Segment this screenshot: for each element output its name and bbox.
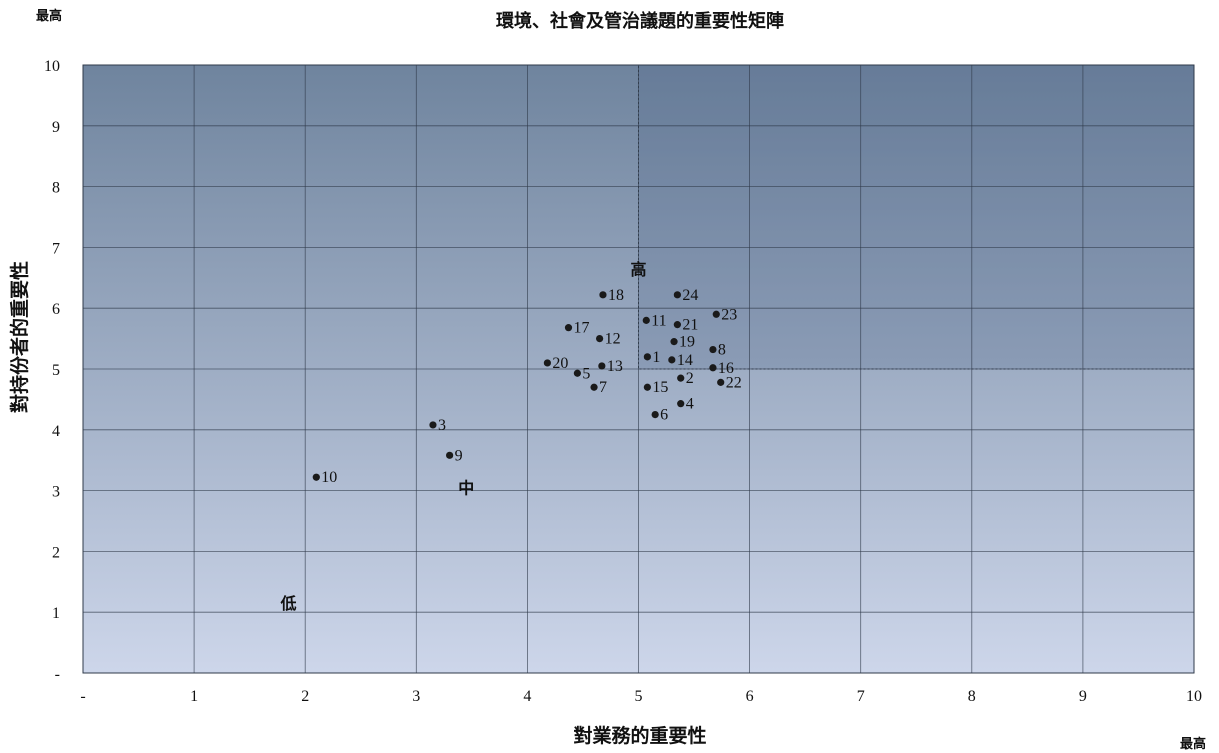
data-point-label: 14 (677, 352, 693, 369)
plot-border (82, 64, 1195, 674)
data-point (312, 473, 320, 481)
data-point-label: 22 (726, 374, 742, 391)
data-point-label: 1 (652, 349, 660, 366)
x-tick-label: - (80, 688, 85, 705)
x-tick-label: 3 (412, 688, 420, 705)
data-point-label: 5 (582, 365, 590, 382)
data-point (642, 316, 650, 324)
data-point (651, 411, 659, 419)
y-tick-label: 4 (52, 423, 60, 440)
data-point (712, 310, 720, 318)
y-tick-label: 10 (44, 58, 60, 75)
y-tick-label: 5 (52, 362, 60, 379)
data-point (573, 369, 581, 377)
data-point-label: 19 (679, 334, 695, 351)
data-point (598, 362, 606, 370)
x-tick-label: 4 (523, 688, 531, 705)
x-tick-label: 6 (746, 688, 754, 705)
x-tick-label: 9 (1079, 688, 1087, 705)
data-point-label: 21 (682, 317, 698, 334)
data-point-label: 15 (652, 379, 668, 396)
data-point-label: 17 (574, 320, 590, 337)
y-axis-top-label: 最高 (36, 8, 62, 24)
data-point-label: 6 (660, 407, 668, 424)
zone-label: 高 (630, 260, 646, 279)
data-point-label: 18 (608, 287, 624, 304)
y-tick-label: 8 (52, 180, 60, 197)
x-tick-label: 7 (857, 688, 865, 705)
data-point-label: 24 (682, 287, 698, 304)
data-point-label: 7 (599, 379, 607, 396)
x-axis-end-label: 最高 (1180, 736, 1206, 752)
y-tick-label: 3 (52, 484, 60, 501)
zone-layer: 高中低 (280, 260, 647, 613)
y-axis-label: 對持份者的重要性 (8, 261, 31, 413)
y-tick-label: 2 (52, 544, 60, 561)
data-point (543, 359, 551, 367)
x-tick-label: 10 (1186, 688, 1202, 705)
data-point (596, 335, 604, 343)
data-point-label: 11 (651, 312, 666, 329)
data-point-label: 8 (718, 342, 726, 359)
x-tick-label: 2 (301, 688, 309, 705)
chart-title: 環境、社會及管治議題的重要性矩陣 (496, 10, 784, 32)
data-point-label: 20 (552, 355, 568, 372)
y-tick-label: 7 (52, 240, 60, 257)
data-point-label: 13 (607, 358, 623, 375)
data-point-label: 4 (686, 396, 694, 413)
zone-label: 中 (458, 479, 474, 498)
zone-label: 低 (280, 594, 297, 613)
data-point (677, 400, 685, 408)
data-point (564, 324, 573, 332)
data-point (599, 291, 607, 299)
data-point (677, 374, 685, 382)
y-tick-label: 6 (52, 301, 60, 318)
highlight-layer (638, 64, 1195, 370)
data-point-label: 3 (438, 417, 446, 434)
data-point (670, 338, 678, 346)
y-tick-label: - (55, 666, 60, 683)
high-priority-region (638, 64, 1195, 370)
data-point-label: 9 (455, 447, 463, 464)
x-axis-label: 對業務的重要性 (573, 724, 706, 747)
x-tick-label: 5 (635, 688, 643, 705)
data-point (709, 364, 717, 372)
data-point (673, 321, 681, 329)
data-point (446, 451, 454, 459)
x-tick-label: 8 (968, 688, 976, 705)
y-tick-label: 9 (52, 119, 60, 136)
data-point (643, 353, 651, 361)
y-tick-label: 1 (52, 605, 60, 622)
grid-layer (82, 64, 1195, 674)
data-point (429, 421, 437, 429)
data-point (673, 291, 681, 299)
data-point-label: 16 (718, 360, 734, 377)
data-point (643, 383, 651, 391)
data-point-label: 23 (721, 306, 737, 323)
data-point-label: 10 (321, 469, 337, 486)
data-point-label: 12 (605, 331, 621, 348)
data-point (668, 356, 676, 364)
data-point-label: 2 (686, 370, 694, 387)
data-point (590, 383, 598, 391)
data-point (709, 345, 717, 354)
x-tick-label: 1 (190, 688, 198, 705)
data-point (717, 378, 725, 386)
